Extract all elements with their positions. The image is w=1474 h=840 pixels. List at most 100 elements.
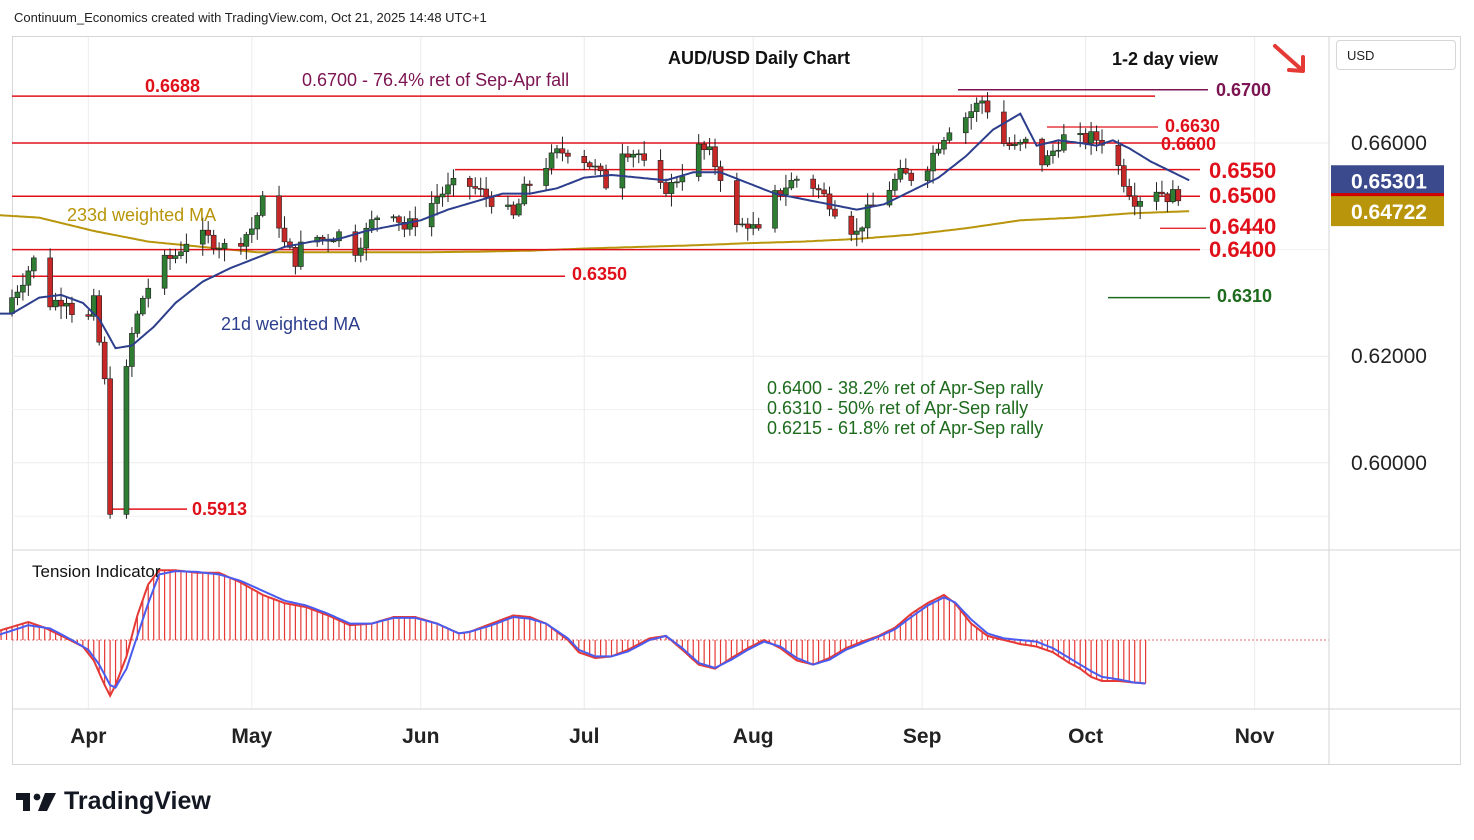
candle-down	[908, 172, 915, 181]
candle-down	[1131, 195, 1138, 207]
candle-up	[668, 181, 675, 194]
candle-down	[657, 160, 664, 183]
candle-down	[821, 189, 827, 195]
candle-up	[924, 170, 931, 181]
candle-up	[129, 333, 135, 367]
candle-up	[20, 284, 26, 293]
candle-up	[368, 219, 375, 229]
candle-up	[145, 287, 152, 299]
chart-labels: AUD/USD Daily Chart 1-2 day view 0.6688 0.6…	[67, 44, 1305, 519]
candle-down	[984, 100, 991, 113]
candle-up	[183, 243, 190, 253]
candle-up	[243, 234, 250, 247]
candle-up	[859, 227, 866, 232]
level-label-0.6600: 0.6600	[1161, 134, 1216, 154]
candle-down	[101, 341, 108, 380]
candle-up	[1055, 149, 1062, 152]
candle-down	[292, 247, 299, 267]
x-tick-label-Sep: Sep	[903, 725, 942, 748]
candle-up	[1153, 191, 1160, 202]
candle-down	[663, 182, 669, 194]
candle-down	[815, 188, 822, 191]
candle-up	[886, 189, 893, 206]
candle-down	[210, 234, 217, 250]
candle-up	[1170, 189, 1176, 203]
ma233-last-badge-bg	[1331, 196, 1444, 227]
level-label-0.6350: 0.6350	[572, 264, 627, 284]
candle-down	[205, 229, 211, 236]
candle-down	[526, 183, 533, 186]
candle-up	[439, 193, 446, 198]
view-label: 1-2 day view	[1112, 49, 1219, 69]
candle-up	[407, 218, 413, 230]
tradingview-logo-icon	[16, 792, 56, 811]
candle-up	[783, 187, 789, 196]
level-label-0.6630: 0.6630	[1165, 116, 1220, 136]
chart-title: AUD/USD Daily Chart	[668, 48, 850, 68]
candle-down	[734, 180, 740, 225]
candle-up	[772, 190, 778, 229]
candle-up	[63, 302, 70, 307]
ma21-last-badge-bg	[1331, 165, 1444, 196]
x-tick-label-Apr: Apr	[70, 725, 106, 748]
candle-down	[472, 186, 479, 189]
candle-up	[935, 148, 942, 154]
level-label-0.6700: 0.6700	[1216, 80, 1271, 100]
candle-up	[1044, 155, 1051, 166]
currency-label: USD	[1347, 48, 1375, 63]
candle-up	[930, 152, 936, 172]
candle-down	[483, 188, 489, 198]
candle-down	[1039, 138, 1045, 166]
tradingview-brand[interactable]: TradingView	[16, 787, 211, 816]
ma21-line	[0, 112, 1190, 350]
tension-indicator-title: Tension Indicator	[32, 562, 161, 581]
candle-down	[1159, 191, 1165, 195]
candle-up	[516, 203, 522, 216]
candle-up	[1077, 133, 1083, 135]
candle-up	[357, 247, 364, 256]
candle-up	[788, 180, 795, 189]
candle-up	[750, 224, 757, 229]
aud-usd-chart[interactable]: Tension Indicator 0.66000 0.62000 0.60000 A…	[0, 0, 1474, 770]
chart-frame	[12, 36, 1461, 765]
candle-up	[548, 152, 555, 169]
candle-up	[864, 204, 871, 229]
candle-up	[14, 291, 21, 299]
candle-down	[167, 254, 173, 259]
candle-up	[1088, 131, 1094, 144]
candle-up	[1137, 201, 1143, 207]
candle-up	[543, 168, 549, 186]
x-tick-label-May: May	[231, 725, 272, 748]
candle-down	[1001, 111, 1007, 144]
candle-up	[695, 143, 702, 177]
y-tick-label: 0.66000	[1351, 132, 1427, 155]
candle-down	[603, 170, 609, 189]
x-tick-label-Jul: Jul	[569, 725, 599, 748]
currency-selector[interactable]: USD	[1336, 40, 1456, 70]
level-label-0.6500: 0.6500	[1209, 183, 1276, 208]
candle-down	[1175, 189, 1182, 202]
candle-up	[793, 178, 800, 181]
candle-up	[178, 251, 184, 256]
candle-down	[412, 218, 419, 228]
candle-up	[330, 240, 337, 243]
candle-down	[510, 204, 517, 216]
candle-down	[559, 148, 566, 154]
candle-up	[630, 153, 637, 158]
candle-up	[1050, 150, 1056, 156]
candle-up	[216, 248, 222, 250]
candle-down	[47, 257, 53, 308]
candle-up	[336, 231, 342, 242]
level-label-0.6440: 0.6440	[1209, 214, 1276, 239]
candle-up	[140, 298, 146, 315]
candle-up	[221, 243, 228, 249]
candle-up	[962, 117, 969, 134]
candle-up	[90, 295, 97, 317]
candle-down	[902, 167, 909, 174]
x-tick-label-Aug: Aug	[733, 725, 774, 748]
candle-down	[826, 193, 833, 210]
ma21-last-badge: 0.65301	[1351, 170, 1427, 193]
candle-down	[69, 302, 75, 315]
candle-up	[249, 228, 255, 235]
x-tick-label-Oct: Oct	[1068, 725, 1103, 748]
